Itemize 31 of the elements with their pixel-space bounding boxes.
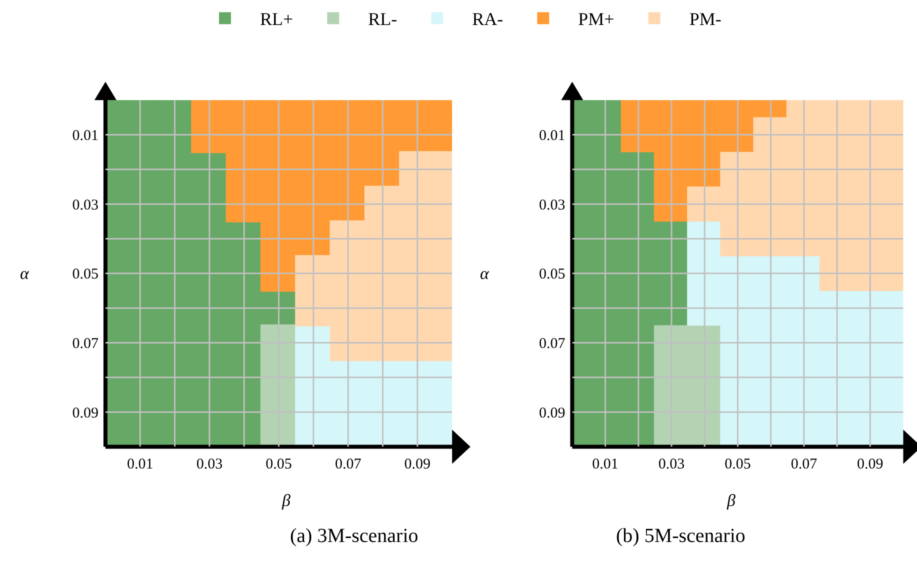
legend-label: PM- [689, 9, 722, 30]
y-tick-label: 0.09 [72, 405, 98, 422]
x-tick-label: 0.01 [592, 456, 618, 473]
x-tick-label: 0.07 [790, 456, 818, 473]
y-tick-label: 0.03 [72, 197, 98, 214]
x-tick-label: 0.03 [658, 456, 685, 473]
text: (a) 3M-scenario [290, 525, 418, 547]
text: (b) 5M-scenario [616, 525, 746, 547]
x-tick-label: 0.03 [196, 456, 223, 473]
y-tick-label: 0.05 [538, 266, 566, 283]
y-tick-label: 0.05 [72, 266, 98, 283]
y-tick-label: 0.07 [538, 336, 566, 352]
x-tick-label: 0.09 [404, 456, 431, 473]
y-tick-label: 0.01 [538, 128, 566, 144]
y-tick-label: 0.07 [72, 336, 99, 352]
x-tick-label: 0.09 [857, 456, 884, 473]
y-tick-label: 0.03 [538, 197, 566, 214]
y-axis-title: α [480, 264, 490, 283]
x-tick-label: 0.01 [126, 456, 154, 473]
x-axis-title: β [281, 491, 291, 510]
legend-label: RA- [472, 9, 504, 30]
x-tick-label: 0.05 [266, 456, 292, 473]
x-tick-label: 0.05 [724, 456, 751, 473]
x-axis-title: β [726, 491, 736, 510]
x-tick-label: 0.07 [334, 456, 362, 473]
legend-label: RL- [368, 9, 398, 30]
legend-label: RL+ [260, 9, 294, 30]
y-tick-label: 0.01 [72, 128, 98, 144]
y-axis-title: α [20, 264, 30, 283]
legend-label: PM+ [578, 9, 614, 30]
y-tick-label: 0.09 [538, 405, 566, 422]
